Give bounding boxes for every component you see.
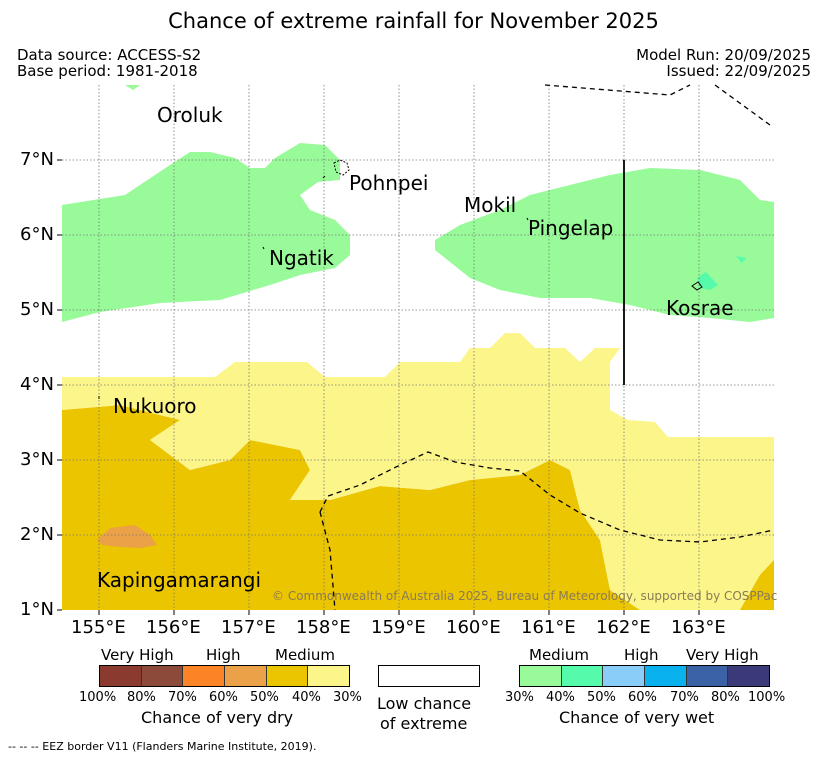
legend-wet-pct-100: 100% (748, 690, 786, 705)
legend-dry-pct-70: 70% (168, 690, 197, 705)
wet-sliver (125, 85, 140, 90)
legend-dry-pct-50: 50% (250, 690, 279, 705)
legend-dry-swatch-40-30 (308, 666, 350, 686)
wet-high-patch (697, 272, 718, 290)
place-mokil: Mokil (464, 193, 517, 217)
legend-dry-pct-100: 100% (79, 690, 117, 705)
dry-medium-region (62, 405, 640, 610)
tick-marks (57, 159, 700, 615)
lon-tick-158e: 158°E (296, 617, 351, 638)
place-ngatik: Ngatik (269, 246, 334, 270)
legend-dry-very-high: Very High (101, 646, 174, 664)
eez-footnote: -- -- -- EEZ border V11 (Flanders Marine… (8, 740, 317, 753)
lat-tick-1n: 1°N (20, 599, 54, 620)
lon-tick-160e: 160°E (446, 617, 501, 638)
legend-low-chance-swatch (378, 665, 480, 687)
model-run-text: Model Run: 20/09/2025 (636, 46, 811, 64)
legend-wet-very-high: Very High (686, 646, 759, 664)
legend-dry-pct-60: 60% (209, 690, 238, 705)
lon-tick-161e: 161°E (521, 617, 576, 638)
legend-dry-swatch-80-70 (141, 666, 184, 686)
lon-tick-155e: 155°E (71, 617, 126, 638)
lon-tick-157e: 157°E (221, 617, 276, 638)
wet-medium-region (62, 143, 350, 322)
lon-tick-159e: 159°E (371, 617, 426, 638)
legend-dry-title: Chance of very dry (141, 708, 294, 727)
legend-dry-swatch-70-60 (183, 666, 226, 686)
place-pohnpei: Pohnpei (349, 171, 429, 195)
lat-tick-6n: 6°N (20, 224, 54, 245)
legend-wet-swatch-60-70 (645, 666, 687, 686)
legend-wet-medium: Medium (529, 646, 589, 664)
legend-wet-swatch-80-100 (728, 666, 770, 686)
base-period-text: Base period: 1981-2018 (17, 62, 198, 80)
legend-wet-swatch-50-60 (603, 666, 646, 686)
lat-tick-2n: 2°N (20, 524, 54, 545)
place-pingelap: Pingelap (528, 216, 614, 240)
dry-high-patch (97, 525, 157, 548)
legend-wet-pct-50: 50% (587, 690, 616, 705)
issued-text: Issued: 22/09/2025 (666, 62, 811, 80)
lon-tick-162e: 162°E (596, 617, 651, 638)
legend-wet-swatch-40-50 (561, 666, 604, 686)
lat-tick-7n: 7°N (20, 149, 54, 170)
lat-tick-4n: 4°N (20, 374, 54, 395)
data-source-text: Data source: ACCESS-S2 (17, 46, 202, 64)
legend-wet-swatch-30-40 (520, 666, 562, 686)
legend-dry-bar (99, 665, 350, 687)
legend-dry-pct-80: 80% (127, 690, 156, 705)
legend-wet-title: Chance of very wet (559, 708, 715, 727)
legend-low-chance-line1: Low chance (377, 694, 472, 713)
place-kapingamarangi: Kapingamarangi (97, 568, 262, 592)
legend-wet-high: High (624, 646, 659, 664)
legend-dry-swatch-50-40 (266, 666, 309, 686)
wet-medium-region-east (435, 168, 774, 322)
wet-high-dot (736, 256, 746, 263)
place-nukuoro: Nukuoro (113, 394, 197, 418)
legend-wet-pct-60: 60% (628, 690, 657, 705)
legend-dry-swatch-100-80 (100, 666, 142, 686)
lat-tick-3n: 3°N (20, 449, 54, 470)
lon-tick-163e: 163°E (671, 617, 726, 638)
dry-medium-corner (740, 560, 774, 610)
place-oroluk: Oroluk (157, 103, 223, 127)
legend-wet-bar (519, 665, 770, 687)
legend-dry-high: High (206, 646, 241, 664)
islands (98, 159, 703, 399)
legend-dry-pct-30: 30% (333, 690, 362, 705)
legend-dry-pct-40: 40% (292, 690, 321, 705)
legend-wet-swatch-70-80 (686, 666, 729, 686)
legend-dry-swatch-60-50 (225, 666, 267, 686)
dry-light-region (62, 333, 774, 610)
legend-low-chance-line2: of extreme (380, 714, 468, 733)
lon-tick-156e: 156°E (146, 617, 201, 638)
legend-wet-pct-70: 70% (670, 690, 699, 705)
legend-wet-pct-30: 30% (505, 690, 534, 705)
eez-border (319, 84, 775, 611)
copyright-text: © Commonwealth of Australia 2025, Bureau… (272, 589, 778, 603)
map-title: Chance of extreme rainfall for November … (168, 9, 659, 33)
legend-dry-medium: Medium (275, 646, 335, 664)
legend-wet-pct-40: 40% (546, 690, 575, 705)
lat-tick-5n: 5°N (20, 299, 54, 320)
place-kosrae: Kosrae (666, 296, 734, 320)
legend-wet-pct-80: 80% (711, 690, 740, 705)
